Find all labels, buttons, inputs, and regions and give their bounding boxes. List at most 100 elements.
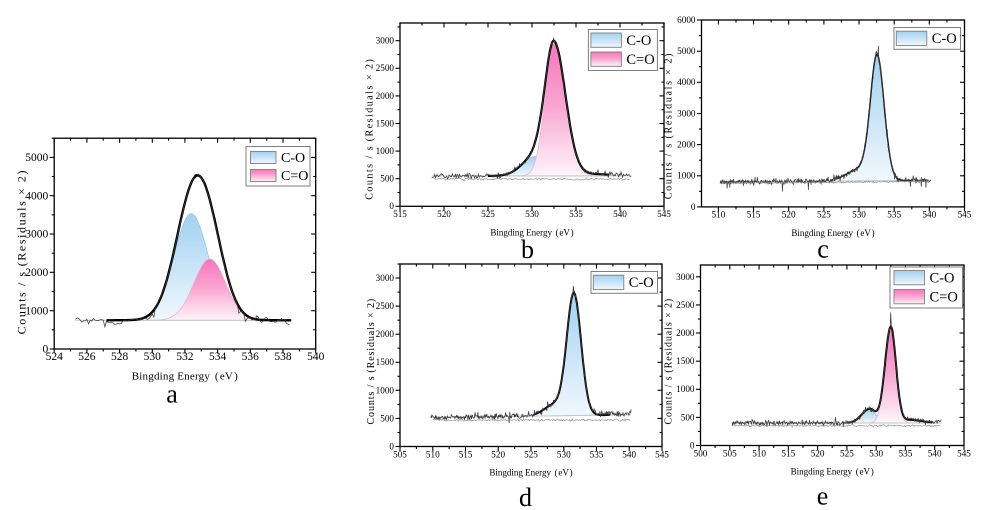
svg-text:4000: 4000 (25, 190, 48, 202)
svg-text:510: 510 (752, 448, 766, 458)
svg-text:540: 540 (622, 449, 636, 459)
svg-text:C-O: C-O (930, 270, 955, 286)
svg-text:526: 526 (78, 351, 96, 363)
svg-text:b: b (521, 235, 534, 264)
svg-text:520: 520 (437, 209, 451, 219)
svg-text:3000: 3000 (376, 36, 395, 46)
svg-text:540: 540 (307, 351, 325, 363)
svg-text:520: 520 (491, 449, 505, 459)
svg-text:2000: 2000 (676, 328, 695, 338)
svg-text:520: 520 (782, 210, 796, 220)
svg-text:4000: 4000 (677, 77, 696, 87)
svg-text:534: 534 (209, 351, 227, 363)
svg-text:0: 0 (389, 441, 394, 451)
svg-text:C-O: C-O (629, 275, 654, 291)
svg-text:Counts / s (Residuals × 2): Counts / s (Residuals × 2) (664, 298, 675, 425)
svg-text:536: 536 (242, 351, 260, 363)
svg-text:C-O: C-O (626, 33, 651, 49)
svg-text:2000: 2000 (677, 140, 696, 150)
svg-text:Counts / s (Residuals × 2): Counts / s (Residuals × 2) (366, 298, 377, 425)
svg-text:535: 535 (590, 449, 604, 459)
svg-text:Bingding Energy ( eV ): Bingding Energy ( eV ) (489, 468, 572, 478)
svg-text:500: 500 (380, 174, 394, 184)
svg-text:2000: 2000 (376, 329, 395, 339)
svg-text:a: a (166, 380, 178, 409)
svg-text:1000: 1000 (676, 384, 695, 394)
svg-text:0: 0 (691, 202, 696, 212)
svg-text:515: 515 (459, 449, 473, 459)
svg-text:d: d (519, 483, 532, 510)
svg-text:2000: 2000 (376, 91, 395, 101)
svg-text:1000: 1000 (25, 305, 48, 317)
svg-text:3000: 3000 (376, 273, 395, 283)
svg-text:3000: 3000 (25, 229, 48, 241)
svg-text:532: 532 (176, 351, 194, 363)
svg-text:Counts / s (Residuals × 2): Counts / s (Residuals × 2) (15, 169, 29, 334)
svg-text:515: 515 (747, 210, 761, 220)
svg-text:524: 524 (46, 351, 64, 363)
svg-text:535: 535 (887, 210, 901, 220)
svg-text:6000: 6000 (677, 15, 696, 25)
svg-text:Bingding Energy ( eV ): Bingding Energy ( eV ) (490, 227, 573, 237)
svg-text:1500: 1500 (376, 357, 395, 367)
svg-text:538: 538 (274, 351, 292, 363)
svg-text:1500: 1500 (376, 118, 395, 128)
svg-text:500: 500 (681, 412, 695, 422)
svg-text:2500: 2500 (376, 63, 395, 73)
svg-text:530: 530 (557, 449, 571, 459)
svg-text:530: 530 (144, 351, 162, 363)
svg-text:5000: 5000 (25, 152, 48, 164)
svg-text:540: 540 (613, 209, 627, 219)
svg-text:3000: 3000 (677, 108, 696, 118)
svg-text:510: 510 (712, 210, 726, 220)
svg-text:530: 530 (525, 209, 539, 219)
svg-text:528: 528 (111, 351, 129, 363)
svg-text:545: 545 (958, 210, 972, 220)
svg-text:505: 505 (393, 449, 407, 459)
svg-text:C-O: C-O (932, 31, 957, 47)
svg-text:0: 0 (389, 201, 394, 211)
svg-text:535: 535 (899, 448, 913, 458)
svg-text:520: 520 (811, 448, 825, 458)
svg-text:1000: 1000 (376, 146, 395, 156)
svg-text:5000: 5000 (677, 46, 696, 56)
svg-text:Counts / s (Residuals × 2): Counts / s (Residuals × 2) (664, 52, 675, 199)
svg-text:515: 515 (781, 448, 795, 458)
svg-text:Bingding Energy ( eV ): Bingding Energy ( eV ) (791, 228, 874, 238)
svg-text:1000: 1000 (677, 171, 696, 181)
svg-text:C-O: C-O (281, 151, 305, 166)
svg-text:C=O: C=O (930, 289, 958, 305)
svg-text:2500: 2500 (376, 301, 395, 311)
svg-text:545: 545 (655, 449, 669, 459)
svg-text:525: 525 (524, 449, 538, 459)
svg-text:Bingding Energy ( eV ): Bingding Energy ( eV ) (791, 467, 874, 477)
svg-text:525: 525 (481, 209, 495, 219)
svg-text:500: 500 (380, 413, 394, 423)
svg-text:e: e (817, 482, 829, 510)
svg-text:2500: 2500 (676, 300, 695, 310)
svg-text:525: 525 (840, 448, 854, 458)
svg-text:535: 535 (569, 209, 583, 219)
svg-text:C=O: C=O (626, 52, 654, 68)
svg-text:3000: 3000 (676, 272, 695, 282)
svg-text:1500: 1500 (676, 356, 695, 366)
svg-text:C=O: C=O (281, 169, 308, 184)
svg-text:525: 525 (817, 210, 831, 220)
svg-text:0: 0 (690, 440, 695, 450)
svg-text:510: 510 (426, 449, 440, 459)
svg-text:500: 500 (694, 448, 708, 458)
svg-text:2000: 2000 (25, 267, 48, 279)
svg-text:545: 545 (957, 448, 971, 458)
svg-text:530: 530 (852, 210, 866, 220)
svg-text:Counts / s (Residuals × 2): Counts / s (Residuals × 2) (365, 58, 376, 200)
svg-text:540: 540 (922, 210, 936, 220)
svg-text:505: 505 (723, 448, 737, 458)
svg-text:515: 515 (393, 209, 407, 219)
svg-text:1000: 1000 (376, 385, 395, 395)
svg-text:0: 0 (42, 344, 48, 356)
svg-text:c: c (817, 235, 829, 264)
svg-text:Bingding Energy ( eV ): Bingding Energy ( eV ) (132, 371, 238, 383)
svg-text:540: 540 (928, 448, 942, 458)
svg-text:530: 530 (869, 448, 883, 458)
svg-text:545: 545 (657, 209, 671, 219)
